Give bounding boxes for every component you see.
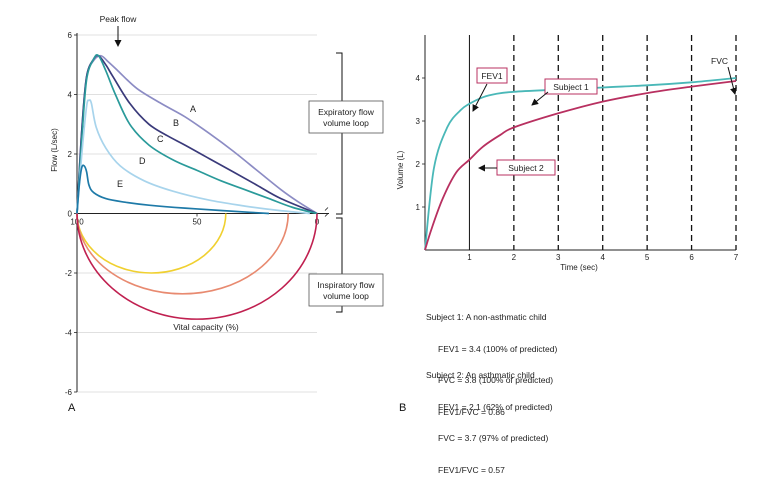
expiratory-box-line1: Expiratory flow: [318, 107, 375, 117]
curve-label-d: D: [139, 156, 146, 166]
fvc-label: FVC: [711, 56, 728, 66]
panel-b-axes: 1 2 3 4 1 2 3 4 5 6 7: [416, 35, 739, 262]
x-tick-label-time-5: 5: [645, 253, 650, 262]
expiratory-curve-a: [76, 54, 318, 215]
y-tick-label-volume-3: 3: [416, 117, 421, 126]
expiratory-box: [308, 100, 384, 134]
subject1-ratio: FEV1/FVC = 0.86: [438, 406, 505, 417]
fvc-arrow: [727, 66, 737, 95]
peak-flow-label: Peak flow: [100, 14, 138, 24]
y-tick-label-volume-1: 1: [416, 203, 421, 212]
fev1-box: [476, 67, 508, 84]
subject1-box-text: Subject 1: [553, 82, 589, 92]
subject2-fvc: FVC = 3.7 (97% of predicted): [438, 433, 549, 443]
inspiratory-box-line2: volume loop: [323, 291, 369, 301]
inspiratory-loop-3: [76, 213, 318, 320]
subject2-title: Subject 2: An asthmatic child: [426, 370, 535, 380]
panel-a-y-axis-label: Flow (L/sec): [50, 128, 59, 172]
x-tick-label-vc-50: 50: [193, 218, 202, 227]
fev1-arrow: [472, 83, 488, 112]
y-tick-label-volume-2: 2: [416, 160, 421, 169]
inspiratory-loop-2: [76, 213, 289, 295]
x-tick-label-time-2: 2: [512, 253, 517, 262]
expiratory-curve-c: [76, 53, 318, 215]
curve-label-e: E: [117, 179, 123, 189]
volume-curve-subject-2: [424, 80, 737, 251]
panel-b-x-axis-label: Time (sec): [560, 263, 598, 272]
subject2-box-text: Subject 2: [508, 163, 544, 173]
panel-a-label: A: [68, 402, 76, 414]
panel-b-label: B: [399, 402, 406, 414]
y-tick-label-flow-2: 2: [68, 150, 73, 159]
subject1-arrow: [531, 91, 549, 106]
y-tick-label-flow-6: 6: [68, 31, 73, 40]
fev1-box-text: FEV1: [481, 71, 503, 81]
x-tick-label-time-6: 6: [689, 253, 694, 262]
subject1-title: Subject 1: A non-asthmatic child: [426, 312, 547, 322]
x-tick-label-time-7: 7: [734, 253, 739, 262]
curve-label-b: B: [173, 118, 179, 128]
curve-label-c: C: [157, 134, 164, 144]
axis-break-mark: [324, 207, 329, 217]
vital-capacity-label: Vital capacity (%): [173, 322, 239, 332]
expiratory-curve-d: [76, 99, 310, 215]
inspiratory-loop-1: [76, 213, 227, 274]
inspiratory-box: [308, 273, 384, 307]
expiratory-curve-e: [76, 164, 270, 215]
subject2-fev1: FEV1 = 2.1 (62% of predicted): [438, 401, 553, 412]
y-tick-label-flow--4: -4: [65, 329, 73, 338]
inspiratory-box-line1: Inspiratory flow: [317, 280, 375, 290]
panel-a-curves: [76, 53, 318, 320]
x-tick-label-time-1: 1: [467, 253, 472, 262]
y-tick-label-flow--6: -6: [65, 388, 73, 397]
y-tick-label-flow-4: 4: [68, 91, 73, 100]
x-tick-label-time-3: 3: [556, 253, 561, 262]
curve-label-a: A: [190, 104, 196, 114]
subject1-box: [544, 78, 598, 95]
subject2-ratio: FEV1/FVC = 0.57: [438, 464, 505, 475]
subject1-fvc: FVC = 3.8 (100% of predicted): [438, 375, 554, 385]
subject1-fev1: FEV1 = 3.4 (100% of predicted): [438, 343, 558, 354]
panel-b-curves: [424, 77, 737, 251]
y-tick-label-flow--2: -2: [65, 269, 73, 278]
volume-curve-subject-1: [424, 77, 737, 251]
y-tick-label-flow-0: 0: [68, 210, 73, 219]
y-tick-label-volume-4: 4: [416, 74, 421, 83]
expiratory-box-line2: volume loop: [323, 118, 369, 128]
x-tick-label-time-4: 4: [600, 253, 605, 262]
panel-b-y-axis-label: Volume (L): [396, 150, 405, 189]
subject2-summary: Subject 2: An asthmatic child FEV1 = 2.1…: [426, 349, 553, 486]
expiratory-bracket: [336, 52, 343, 215]
subject1-summary: Subject 1: A non-asthmatic child FEV1 = …: [426, 291, 557, 428]
inspiratory-bracket: [336, 217, 343, 313]
